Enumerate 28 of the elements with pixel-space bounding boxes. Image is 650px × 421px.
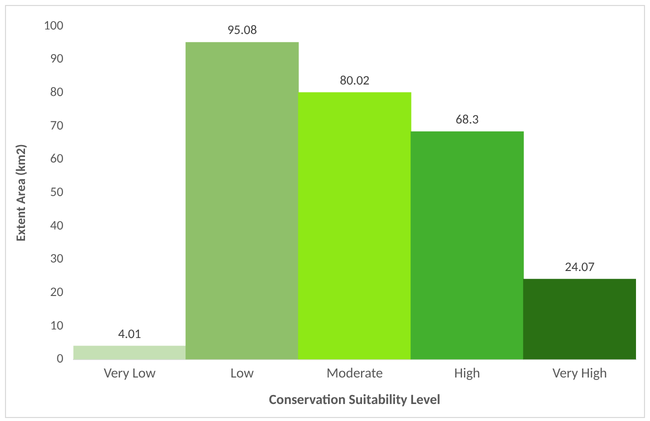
x-tick-label: Moderate	[326, 364, 383, 382]
bar	[73, 346, 186, 360]
x-tick-label: Very High	[552, 364, 608, 382]
y-axis-title: Extent Area (km2)	[14, 144, 30, 242]
data-label: 4.01	[118, 326, 142, 342]
y-tick-label: 10	[50, 318, 64, 334]
y-tick-label: 70	[50, 118, 64, 134]
x-tick-label: Very Low	[104, 364, 156, 382]
bar	[298, 92, 412, 360]
y-tick-label: 0	[56, 352, 64, 367]
y-tick-label: 20	[50, 284, 64, 300]
y-tick-label: 50	[50, 184, 64, 200]
y-tick-label: 40	[50, 218, 64, 234]
x-tick-label: Low	[230, 364, 254, 382]
data-label: 68.3	[456, 112, 480, 128]
x-axis-title: Conservation Suitability Level	[269, 391, 440, 408]
bar	[410, 131, 524, 360]
data-label: 80.02	[340, 73, 370, 88]
data-label: 95.08	[227, 23, 258, 38]
y-tick-label: 100	[44, 18, 64, 34]
x-tick-label: High	[454, 364, 480, 382]
y-tick-label: 60	[50, 152, 64, 167]
y-tick-label: 30	[50, 252, 64, 267]
y-tick-label: 80	[50, 84, 64, 100]
y-tick-label: 90	[50, 52, 64, 67]
data-label: 24.07	[564, 260, 595, 275]
bar	[523, 278, 636, 360]
bar	[186, 42, 299, 360]
